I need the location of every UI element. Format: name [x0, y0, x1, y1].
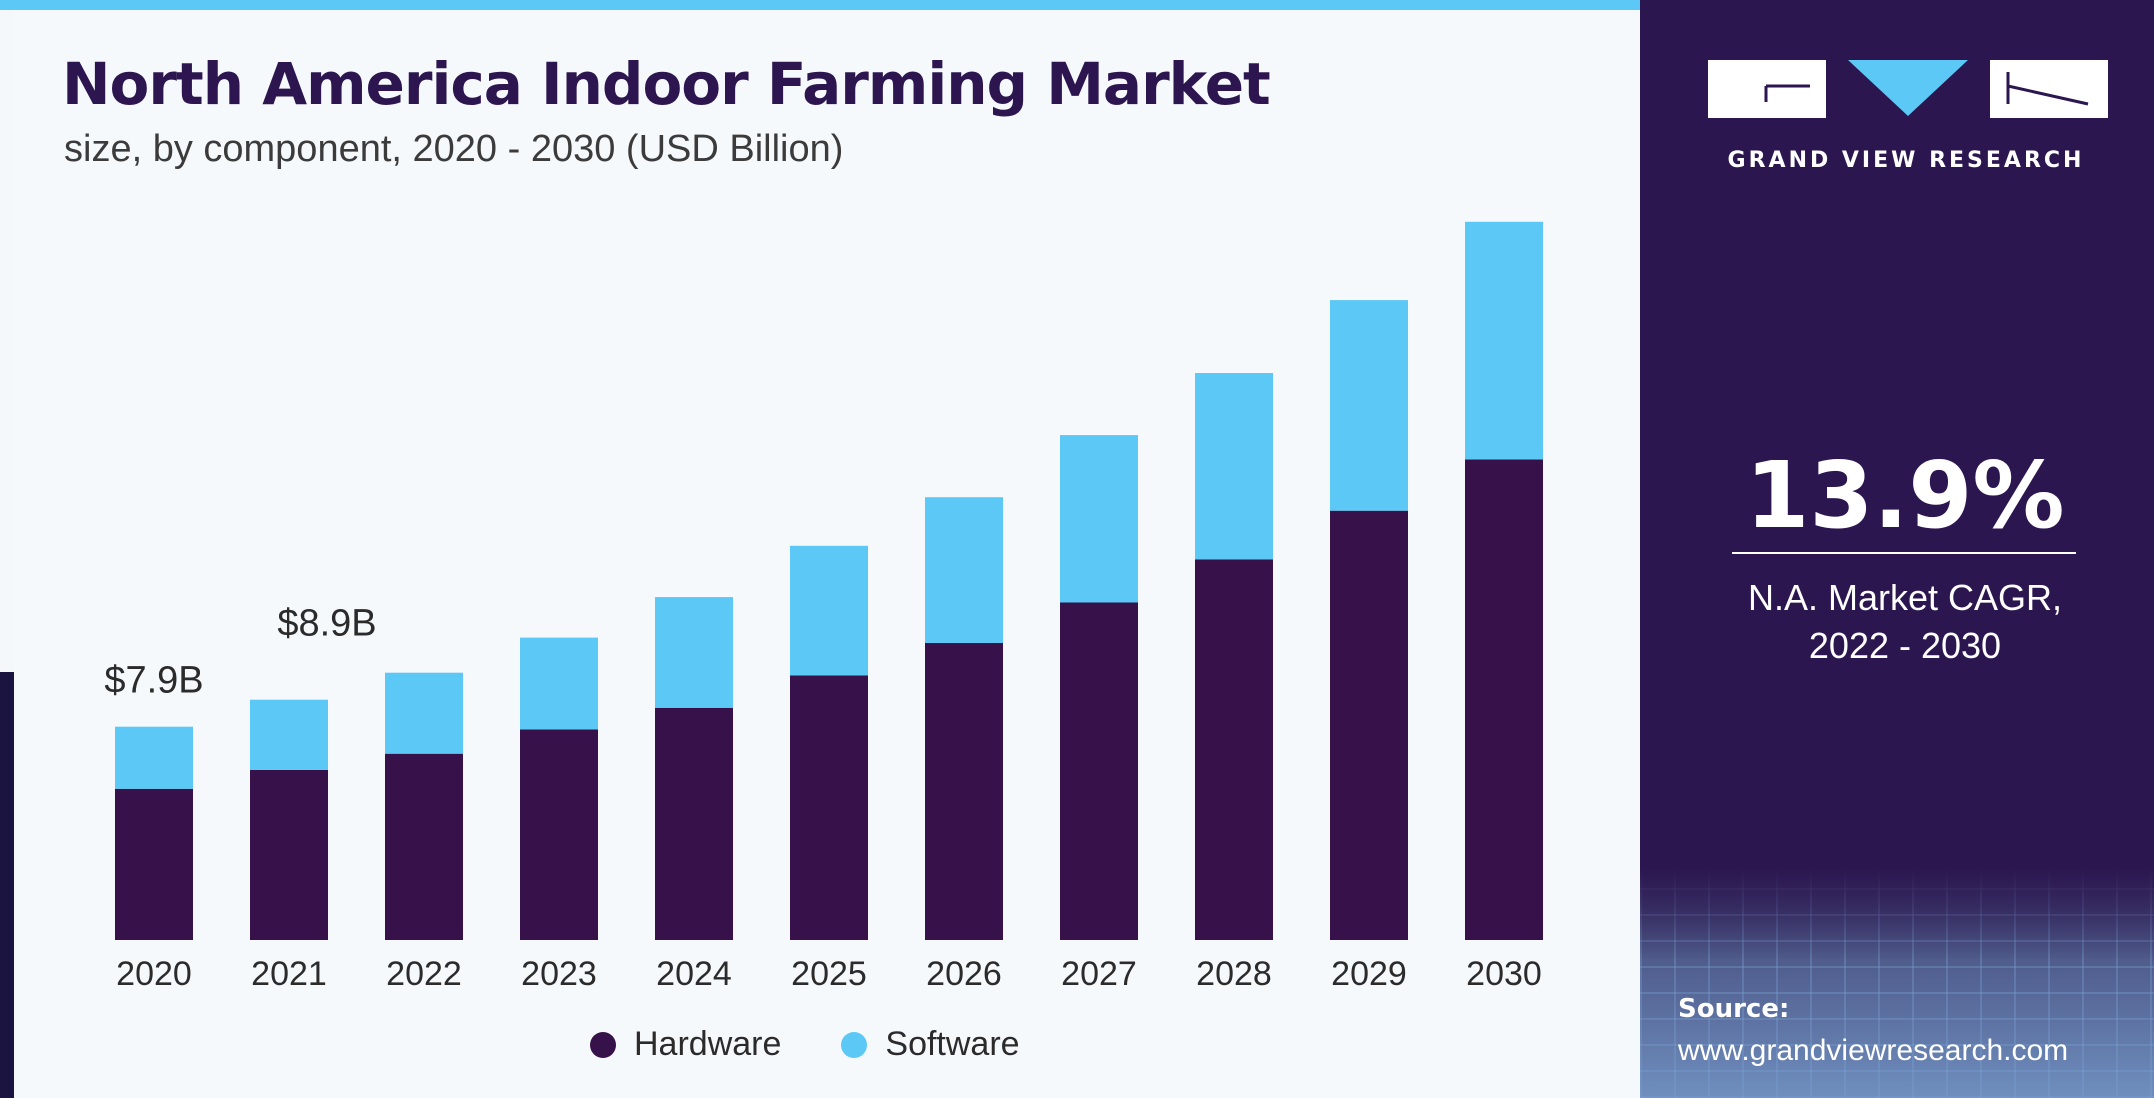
bar-software-2027	[1060, 435, 1138, 603]
bar-hardware-2022	[385, 753, 463, 940]
bar-hardware-2024	[655, 707, 733, 940]
chart-legend: Hardware Software	[590, 1025, 1020, 1064]
top-accent-strip	[0, 0, 1640, 10]
cagr-label: N.A. Market CAGR, 2022 - 2030	[1730, 574, 2080, 670]
bar-hardware-2023	[520, 729, 598, 940]
bar-hardware-2020	[115, 788, 193, 940]
x-tick-label-2024: 2024	[656, 955, 732, 993]
left-edge-bar	[0, 672, 14, 1098]
legend-swatch-hardware	[590, 1031, 616, 1058]
bar-software-2020	[115, 726, 193, 789]
bar-hardware-2029	[1330, 510, 1408, 940]
grand-view-research-logo	[1708, 60, 2108, 118]
x-tick-label-2029: 2029	[1331, 955, 1407, 993]
bar-software-2030	[1465, 221, 1543, 460]
data-label-2020: $7.9B	[104, 660, 203, 702]
cagr-divider	[1732, 552, 2076, 554]
x-tick-label-2022: 2022	[386, 955, 462, 993]
chart-subtitle: size, by component, 2020 - 2030 (USD Bil…	[64, 128, 844, 170]
legend-label-hardware: Hardware	[634, 1025, 782, 1063]
data-label-2021: $8.9B	[277, 603, 376, 645]
bar-software-2021	[250, 699, 328, 770]
bar-hardware-2027	[1060, 602, 1138, 940]
bar-hardware-2021	[250, 769, 328, 940]
source-label: Source:	[1678, 994, 1790, 1024]
bar-software-2025	[790, 545, 868, 676]
bar-hardware-2030	[1465, 459, 1543, 940]
bar-hardware-2025	[790, 675, 868, 940]
cagr-label-line-2: 2022 - 2030	[1808, 625, 2002, 666]
x-tick-label-2026: 2026	[926, 955, 1002, 993]
bar-software-2029	[1330, 300, 1408, 511]
x-tick-label-2027: 2027	[1061, 955, 1137, 993]
legend-item-hardware[interactable]: Hardware	[590, 1025, 781, 1064]
brand-name: GRAND VIEW RESEARCH	[1727, 148, 2085, 173]
x-tick-label-2025: 2025	[791, 955, 867, 993]
bar-chart: 2020 $7.9B 2021 $8.9B 2022 2023 2024 2025 2026 20…	[104, 221, 1543, 993]
bar-software-2026	[925, 497, 1003, 643]
bar-software-2024	[655, 597, 733, 708]
x-tick-label-2023: 2023	[521, 955, 597, 993]
bar-software-2023	[520, 637, 598, 730]
source-link[interactable]: www.grandviewresearch.com	[1678, 1034, 2069, 1067]
x-tick-label-2020: 2020	[116, 955, 192, 993]
bar-hardware-2028	[1195, 559, 1273, 940]
bar-software-2028	[1195, 373, 1273, 560]
legend-label-software: Software	[885, 1025, 1020, 1063]
legend-item-software[interactable]: Software	[841, 1025, 1020, 1064]
bar-software-2022	[385, 672, 463, 754]
legend-swatch-software	[841, 1031, 868, 1058]
x-tick-label-2028: 2028	[1196, 955, 1272, 993]
cagr-value: 13.9%	[1745, 442, 2065, 549]
chart-title: North America Indoor Farming Market	[62, 50, 1271, 118]
side-panel: GRAND VIEW RESEARCH 13.9% N.A. Market CA…	[1640, 0, 2154, 1098]
x-tick-label-2021: 2021	[251, 955, 327, 993]
grid-background	[1640, 868, 2154, 1098]
cagr-label-line-1: N.A. Market CAGR,	[1747, 577, 2063, 618]
x-tick-label-2030: 2030	[1466, 955, 1542, 993]
bar-hardware-2026	[925, 643, 1003, 940]
